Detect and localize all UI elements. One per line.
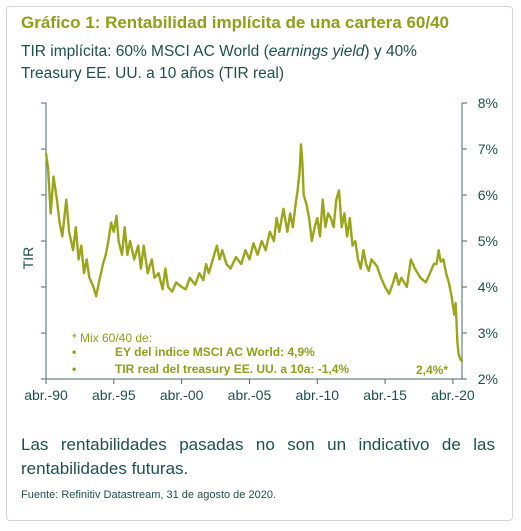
x-tick-label: abr.-90 [24, 387, 68, 403]
y-tick-label: 6% [478, 187, 498, 203]
y-tick-label: 2% [478, 371, 498, 387]
chart-ticks: 2% 3% 4% 5% 6% 7% 8% abr.-90 abr.-95 abr.-00 abr.-… [24, 95, 498, 403]
subtitle-italic: earnings yield [268, 43, 365, 60]
y-tick-label: 3% [478, 325, 498, 341]
x-tick-label: abr.-15 [363, 387, 407, 403]
x-tick-label: abr.-10 [295, 387, 339, 403]
y-tick-label: 4% [478, 279, 498, 295]
series-line [44, 143, 464, 362]
chart-card [6, 6, 513, 521]
y-axis-label: TIR [20, 247, 36, 270]
annotation-heading: * Mix 60/40 de: [72, 331, 152, 345]
y-tick-label: 7% [478, 141, 498, 157]
source-note: Fuente: Refinitiv Datastream, 31 de agos… [21, 489, 276, 501]
plot-area [44, 143, 464, 362]
chart-annotation: * Mix 60/40 de: • EY del indice MSCI AC … [72, 331, 349, 376]
chart-subtitle: TIR implícita: 60% MSCI AC World (earnin… [21, 41, 481, 85]
x-tick-label: abr.-05 [228, 387, 272, 403]
x-tick-label: abr.-20 [431, 387, 475, 403]
y-tick-label: 8% [478, 95, 498, 111]
y-tick-label: 5% [478, 233, 498, 249]
annotation-item-2: TIR real del treasury EE. UU. a 10a: -1,… [115, 362, 349, 376]
end-value-label: 2,4%* [416, 363, 448, 377]
subtitle-part2: ) y 40% Treasury EE. UU. a 10 años (TIR … [21, 43, 417, 82]
subtitle-part1: TIR implícita: 60% MSCI AC World ( [21, 43, 269, 60]
disclaimer-text: Las rentabilidades pasadas no son un ind… [21, 435, 495, 478]
x-tick-label: abr.-95 [92, 387, 136, 403]
annotation-item-1: EY del indice MSCI AC World: 4,9% [115, 345, 315, 359]
chart-title: Gráfico 1: Rentabilidad implícita de una… [21, 13, 449, 32]
x-tick-label: abr.-00 [160, 387, 204, 403]
annotation-bullet-1: • [72, 345, 76, 359]
annotation-bullet-2: • [72, 362, 76, 376]
